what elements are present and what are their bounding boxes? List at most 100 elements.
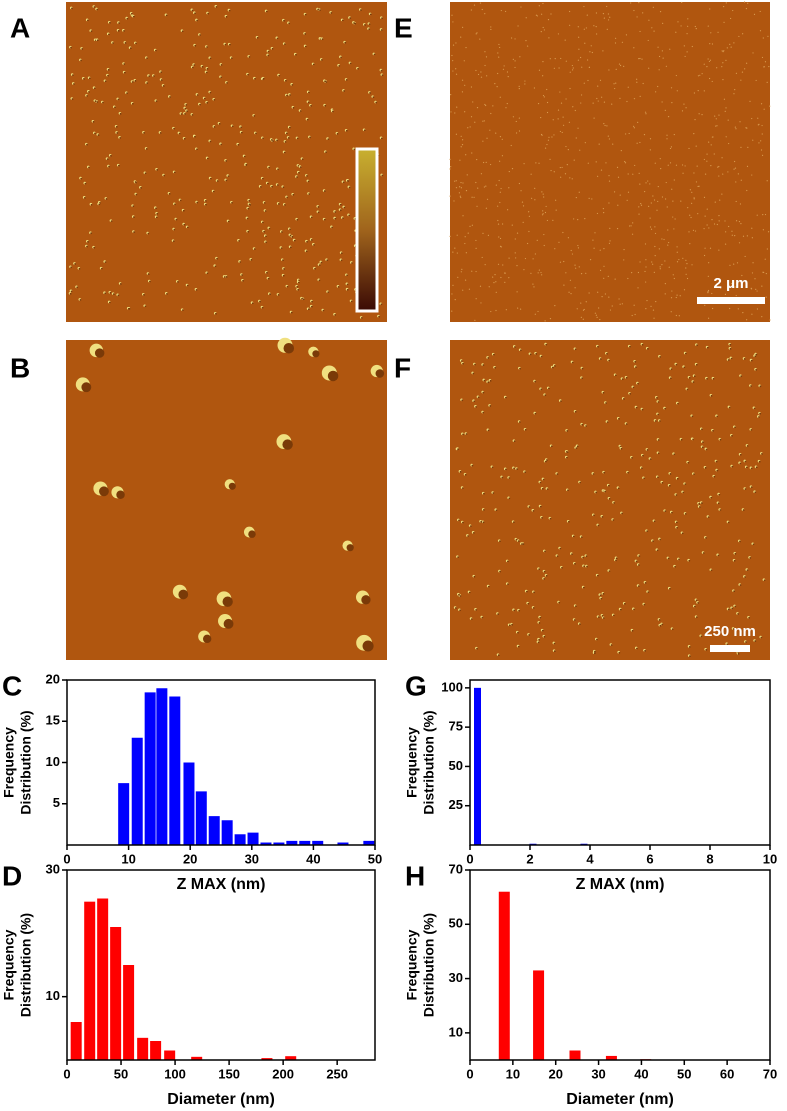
afm-shadow (288, 22, 291, 25)
panel-label: A (10, 12, 30, 43)
afm-grain (542, 61, 544, 63)
afm-shadow (155, 100, 158, 103)
afm-grain (472, 101, 474, 103)
afm-grain (751, 237, 753, 239)
afm-grain (767, 231, 770, 233)
afm-grain (494, 83, 496, 85)
afm-grain (761, 124, 763, 127)
afm-grain (591, 51, 593, 54)
y-tick-label: 70 (449, 861, 463, 876)
afm-shadow (306, 118, 309, 121)
afm-grain (454, 247, 456, 249)
afm-grain (608, 138, 611, 140)
y-tick-label: 75 (449, 719, 463, 734)
afm-grain (671, 290, 673, 292)
afm-grain (495, 132, 497, 134)
afm-grain (537, 272, 539, 274)
afm-grain (697, 213, 699, 215)
afm-shadow (183, 223, 186, 226)
afm-shadow (697, 602, 700, 604)
afm-grain (636, 16, 638, 18)
afm-grain (657, 185, 659, 188)
afm-grain (690, 216, 692, 219)
afm-grain (673, 179, 675, 181)
afm-shadow (291, 235, 294, 238)
afm-grain (661, 196, 664, 198)
afm-grain (624, 161, 626, 163)
afm-shadow (657, 452, 660, 455)
afm-grain (637, 121, 639, 123)
afm-grain (733, 42, 735, 44)
afm-grain (723, 5, 725, 8)
afm-shadow (223, 618, 234, 629)
afm-grain (721, 66, 723, 68)
afm-shadow (180, 113, 183, 115)
afm-grain (575, 137, 577, 139)
afm-grain (551, 136, 553, 138)
afm-grain (645, 281, 647, 283)
afm-grain (740, 79, 742, 81)
afm-shadow (226, 81, 228, 84)
afm-grain (514, 38, 516, 40)
afm-grain (576, 308, 578, 310)
afm-grain (490, 112, 492, 115)
afm-shadow (191, 113, 194, 116)
afm-shadow (556, 473, 559, 475)
afm-grain (573, 218, 575, 220)
afm-shadow (638, 555, 641, 558)
afm-shadow (460, 360, 463, 362)
afm-grain (504, 10, 507, 13)
afm-grain (567, 149, 569, 151)
afm-grain (605, 162, 607, 164)
afm-shadow (240, 126, 243, 129)
afm-grain (679, 295, 681, 297)
afm-grain (721, 193, 723, 195)
afm-grain (467, 232, 469, 234)
afm-shadow (541, 629, 544, 632)
plot-frame (66, 869, 376, 1061)
afm-grain (707, 317, 710, 319)
afm-shadow (728, 406, 731, 409)
afm-grain (522, 221, 524, 223)
afm-grain (508, 257, 510, 259)
afm-shadow (213, 126, 216, 128)
afm-shadow (758, 460, 761, 463)
afm-shadow (110, 220, 113, 223)
afm-shadow (96, 8, 99, 11)
afm-shadow (230, 57, 233, 60)
afm-shadow (633, 608, 635, 611)
afm-grain (733, 93, 735, 95)
afm-grain (484, 264, 486, 266)
afm-grain (599, 249, 601, 251)
afm-grain (687, 207, 689, 209)
afm-shadow (109, 291, 112, 294)
afm-shadow (642, 454, 644, 457)
afm-shadow (277, 294, 280, 296)
afm-shadow (507, 583, 509, 586)
afm-grain (751, 174, 753, 176)
afm-grain (458, 192, 460, 194)
afm-grain (669, 162, 672, 164)
afm-shadow (223, 276, 226, 278)
afm-grain (606, 5, 608, 8)
afm-shadow (731, 465, 734, 468)
afm-grain (689, 243, 691, 245)
afm-shadow (179, 199, 182, 202)
afm-grain (653, 317, 655, 319)
afm-grain (616, 166, 619, 168)
afm-shadow (745, 641, 747, 643)
afm-shadow (290, 311, 293, 314)
afm-shadow (546, 459, 548, 462)
y-tick-label: 25 (449, 797, 463, 812)
afm-grain (647, 39, 649, 42)
afm-shadow (739, 584, 742, 586)
afm-shadow (88, 166, 90, 169)
afm-grain (732, 9, 734, 12)
afm-grain (583, 28, 585, 30)
afm-shadow (327, 291, 330, 294)
afm-shadow (308, 193, 311, 195)
afm-grain (701, 114, 703, 116)
afm-shadow (454, 607, 457, 609)
afm-shadow (346, 288, 349, 291)
afm-shadow (146, 82, 149, 84)
